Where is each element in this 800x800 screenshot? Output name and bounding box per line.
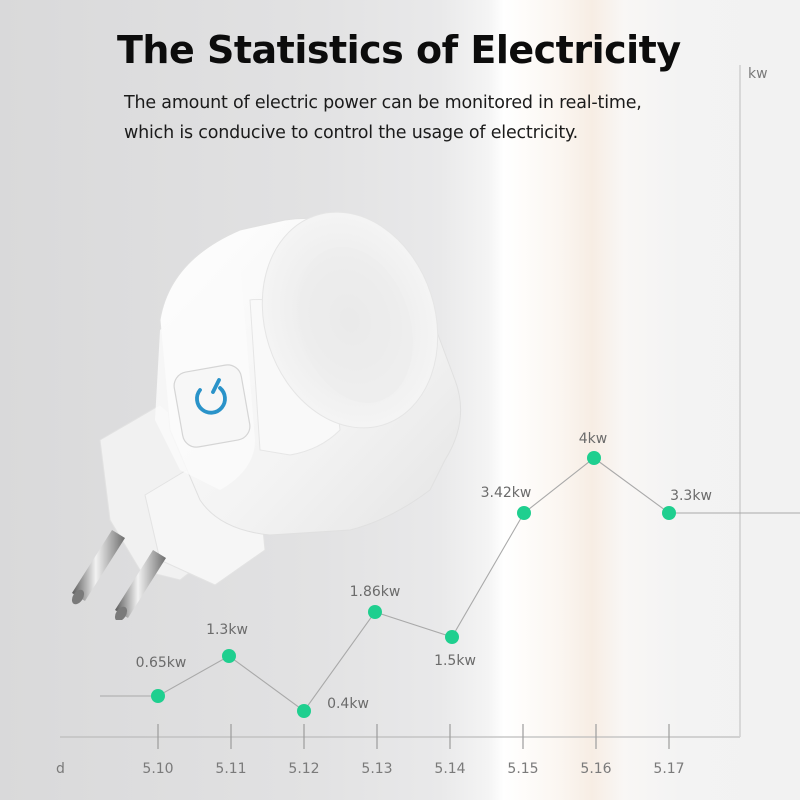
data-point [587, 451, 601, 465]
x-ticks [157, 724, 670, 749]
smart-plug-image [71, 211, 462, 620]
subtitle-line-1: The amount of electric power can be moni… [124, 93, 642, 113]
data-label: 1.3kw [206, 622, 248, 638]
tick-label: 5.17 [653, 761, 684, 777]
data-point [368, 605, 382, 619]
power-button [173, 364, 251, 448]
y-axis-label: kw [748, 66, 768, 82]
page-title: The Statistics of Electricity [117, 28, 681, 72]
tick-label: 5.16 [580, 761, 611, 777]
data-points [151, 451, 676, 718]
data-point [445, 630, 459, 644]
tick-label: 5.10 [142, 761, 173, 777]
data-point [222, 649, 236, 663]
data-labels: 0.65kw 1.3kw 0.4kw 1.86kw 1.5kw 3.42kw 4… [136, 431, 712, 712]
data-label: 1.86kw [350, 584, 401, 600]
tick-label: 5.12 [288, 761, 319, 777]
data-label: 4kw [579, 431, 607, 447]
data-point [662, 506, 676, 520]
tick-label: 5.15 [507, 761, 538, 777]
power-icon [195, 378, 227, 415]
subtitle-line-2: which is conducive to control the usage … [124, 123, 579, 143]
x-tick-labels: 5.10 5.11 5.12 5.13 5.14 5.15 5.16 5.17 [142, 761, 684, 777]
data-point [517, 506, 531, 520]
data-label: 3.3kw [670, 488, 712, 504]
x-axis-label: d [56, 761, 65, 777]
data-point [297, 704, 311, 718]
data-point [151, 689, 165, 703]
data-label: 3.42kw [481, 485, 532, 501]
tick-label: 5.14 [434, 761, 465, 777]
plug-pins [71, 530, 166, 620]
data-label: 0.4kw [327, 696, 369, 712]
tick-label: 5.11 [215, 761, 246, 777]
page-subtitle: The amount of electric power can be moni… [124, 88, 642, 148]
data-label: 0.65kw [136, 655, 187, 671]
tick-label: 5.13 [361, 761, 392, 777]
data-line [100, 457, 800, 712]
data-label: 1.5kw [434, 653, 476, 669]
